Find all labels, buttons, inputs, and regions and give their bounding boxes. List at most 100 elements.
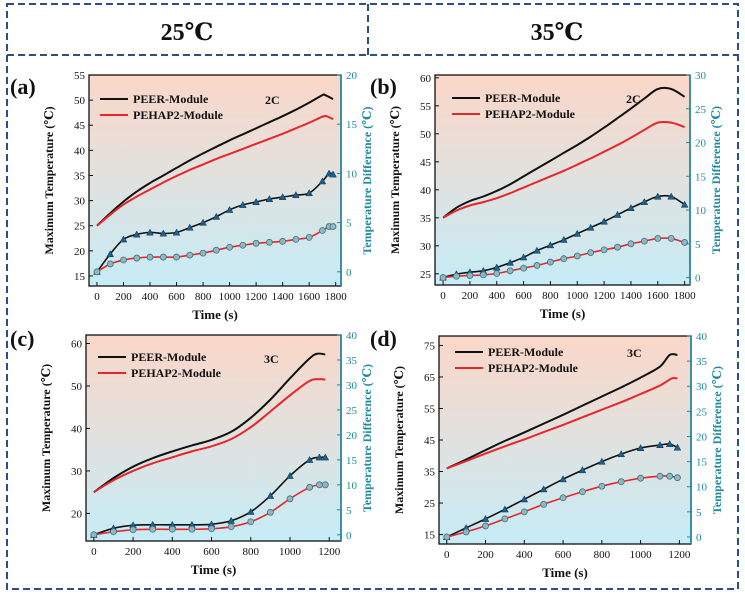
y-right-tick-label-c-8: 40: [346, 330, 358, 342]
y-left-tick-label-a-8: 55: [74, 70, 86, 82]
temp-diff-point-peer-b-7: [533, 246, 541, 254]
y-right-tick-label-c-3: 15: [346, 455, 358, 467]
legend-label-pehap2-a: PEHAP2-Module: [133, 108, 224, 122]
y-left-tick-label-b-6: 55: [420, 101, 432, 113]
y-right-tick-label-c-5: 25: [346, 405, 358, 417]
header-25C: 25℃: [161, 20, 214, 46]
x-tick-label-c-2: 400: [164, 546, 181, 558]
panel-label-d: (d): [370, 326, 397, 351]
rate-annotation-b: 2C: [626, 92, 641, 106]
max-temp-line-pehap2-a: [96, 114, 334, 227]
x-tick-label-d-3: 600: [555, 549, 572, 561]
temp-diff-point-pehap2-c-5: [188, 525, 196, 533]
y-right-tick-label-a-2: 10: [346, 168, 358, 180]
legend-label-pehap2-c: PEHAP2-Module: [131, 366, 222, 380]
temp-diff-point-peer-d-5: [539, 485, 548, 493]
temp-diff-point-pehap2-a-7: [186, 251, 194, 259]
x-tick-label-c-4: 800: [243, 546, 260, 558]
y-right-tick-label-b-1: 5: [695, 239, 701, 251]
temp-diff-point-peer-d-13: [673, 443, 682, 451]
temp-diff-point-pehap2-a-14: [279, 237, 287, 245]
temp-diff-point-pehap2-b-9: [560, 255, 568, 263]
x-tick-label-b-6: 1200: [593, 290, 616, 302]
y-left-tick-label-c-1: 30: [71, 466, 83, 478]
x-tick-label-d-0: 0: [444, 549, 450, 561]
temp-diff-point-peer-a-13: [265, 195, 274, 202]
charts-group: (a)0 200 400 600 800 1000 1200 1400 1600 18001520…: [10, 70, 724, 580]
y-right-tick-label-c-2: 10: [346, 480, 358, 492]
temp-diff-point-peer-b-15: [640, 198, 649, 205]
temp-diff-point-pehap2-d-12: [666, 472, 674, 480]
temp-diff-point-pehap2-d-9: [617, 478, 625, 486]
y-left-tick-label-c-0: 20: [71, 508, 83, 520]
x-tick-label-b-9: 1800: [674, 290, 697, 302]
y-left-tick-label-a-1: 20: [74, 246, 86, 258]
y-right-tick-label-a-0: 0: [346, 267, 352, 279]
temp-diff-point-peer-a-17: [318, 177, 327, 185]
temp-diff-point-pehap2-a-12: [252, 239, 260, 247]
y-right-tick-label-a-3: 15: [346, 119, 358, 131]
y-right-tick-label-c-6: 30: [346, 380, 358, 392]
temp-diff-point-peer-c-8: [246, 507, 255, 515]
temp-diff-point-pehap2-d-6: [559, 494, 567, 502]
temp-diff-point-pehap2-d-5: [540, 500, 548, 508]
temp-diff-point-pehap2-a-4: [146, 253, 154, 261]
temp-diff-point-pehap2-b-3: [479, 271, 487, 279]
temp-diff-point-pehap2-b-2: [466, 272, 474, 279]
temp-diff-point-pehap2-b-13: [614, 243, 621, 251]
y-left-tick-label-d-3: 45: [424, 435, 436, 447]
temp-diff-point-peer-b-5: [506, 258, 514, 266]
plot-background-d: [439, 336, 691, 544]
x-tick-label-a-8: 1600: [298, 291, 321, 303]
temp-diff-point-peer-b-9: [560, 235, 568, 243]
y-left-tick-label-d-1: 25: [424, 498, 436, 510]
max-temp-line-pehap2-b: [442, 120, 685, 219]
x-axis-label-d: Time (s): [542, 565, 588, 580]
temp-diff-point-peer-a-3: [132, 230, 141, 238]
x-axis-label-c: Time (s): [191, 562, 237, 577]
temp-diff-point-pehap2-c-9: [266, 508, 274, 516]
x-tick-label-a-6: 1200: [245, 291, 268, 303]
y-left-tick-label-b-0: 25: [420, 269, 432, 281]
temp-diff-point-pehap2-b-11: [587, 249, 595, 256]
x-axis-label-b: Time (s): [540, 306, 586, 321]
temp-diff-point-peer-c-12: [315, 453, 324, 461]
temp-diff-point-peer-b-14: [627, 204, 635, 211]
temp-diff-point-peer-c-9: [266, 491, 275, 499]
temp-diff-point-peer-b-16: [653, 192, 662, 200]
temp-diff-point-pehap2-a-11: [239, 241, 247, 249]
y-right-tick-label-d-0: 0: [696, 532, 702, 544]
temp-diff-point-pehap2-b-8: [547, 258, 554, 266]
temp-diff-point-pehap2-c-12: [316, 481, 323, 489]
temp-diff-point-peer-b-11: [586, 223, 595, 231]
temp-diff-point-peer-b-12: [600, 217, 608, 225]
temp-diff-point-pehap2-c-13: [321, 481, 329, 489]
x-tick-label-d-5: 1000: [630, 549, 653, 561]
y-right-tick-label-d-7: 35: [696, 356, 708, 368]
y-left-tick-label-a-3: 30: [74, 196, 86, 208]
x-tick-label-c-6: 1200: [318, 546, 341, 558]
y-left-tick-label-c-4: 60: [71, 338, 83, 350]
temp-diff-point-pehap2-b-7: [533, 262, 541, 269]
temp-diff-point-pehap2-a-17: [319, 227, 326, 234]
temp-diff-point-pehap2-a-13: [265, 238, 273, 246]
temp-diff-point-pehap2-b-4: [493, 270, 501, 277]
temp-diff-point-pehap2-d-1: [462, 528, 470, 536]
rate-annotation-c: 3C: [264, 352, 279, 366]
y-left-tick-label-a-2: 25: [74, 221, 86, 233]
temp-diff-point-peer-a-5: [159, 229, 168, 237]
x-tick-label-a-4: 800: [195, 291, 212, 303]
y-left-tick-label-b-2: 35: [420, 213, 432, 225]
x-tick-label-a-7: 1400: [272, 291, 295, 303]
y-left-tick-label-b-5: 50: [420, 129, 432, 141]
x-tick-label-d-4: 800: [594, 549, 611, 561]
y-right-tick-label-b-0: 0: [695, 273, 701, 285]
temp-diff-point-pehap2-c-2: [129, 526, 137, 534]
y-left-tick-label-d-2: 35: [424, 467, 436, 479]
plot-background-b: [435, 75, 690, 285]
y-right-tick-label-d-5: 25: [696, 406, 708, 418]
x-tick-label-a-9: 1800: [325, 291, 348, 303]
temp-diff-point-peer-a-16: [305, 189, 313, 197]
y-left-tick-label-a-0: 15: [74, 271, 86, 283]
